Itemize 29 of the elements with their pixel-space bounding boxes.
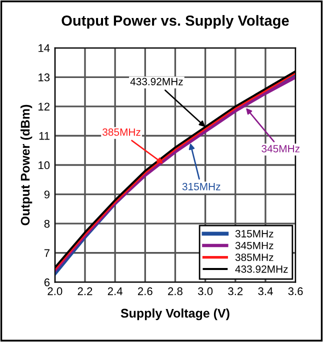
- legend-label: 385MHz: [235, 254, 274, 262]
- y-tick-label: 8: [44, 220, 50, 228]
- y-tick-label: 9: [44, 190, 50, 198]
- y-tick-label: 7: [44, 249, 50, 257]
- x-tick-label: 3.4: [258, 287, 273, 296]
- x-tick-label: 2.4: [108, 287, 122, 296]
- y-tick-label: 12: [38, 102, 50, 110]
- legend-label: 345MHz: [235, 242, 274, 250]
- annotation: 345MHz: [262, 145, 300, 152]
- x-tick-label: 2.6: [138, 287, 152, 296]
- x-tick-label: 3.0: [198, 287, 213, 296]
- legend-label: 433.92MHz: [235, 265, 288, 273]
- y-tick-label: 13: [38, 73, 50, 82]
- annotation: 315MHz: [182, 182, 220, 190]
- x-tick-label: 3.2: [228, 287, 243, 296]
- annotation: 385MHz: [102, 128, 140, 136]
- x-tick-label: 2.0: [48, 287, 62, 296]
- y-axis-title: Output Power (dBm): [20, 104, 32, 226]
- legend-label: 315MHz: [235, 230, 274, 238]
- y-tick-label: 11: [39, 132, 50, 140]
- y-tick-label: 6: [44, 278, 50, 286]
- chart-title: Output Power vs. Supply Voltage: [62, 15, 289, 29]
- x-tick-label: 2.2: [78, 287, 92, 296]
- x-axis-title: Supply Voltage (V): [120, 308, 230, 320]
- annotation: 433.92MHz: [130, 78, 183, 86]
- x-tick-label: 2.8: [168, 287, 182, 296]
- x-tick-label: 3.6: [288, 287, 303, 296]
- y-tick-label: 10: [38, 161, 50, 170]
- y-tick-label: 14: [38, 44, 50, 52]
